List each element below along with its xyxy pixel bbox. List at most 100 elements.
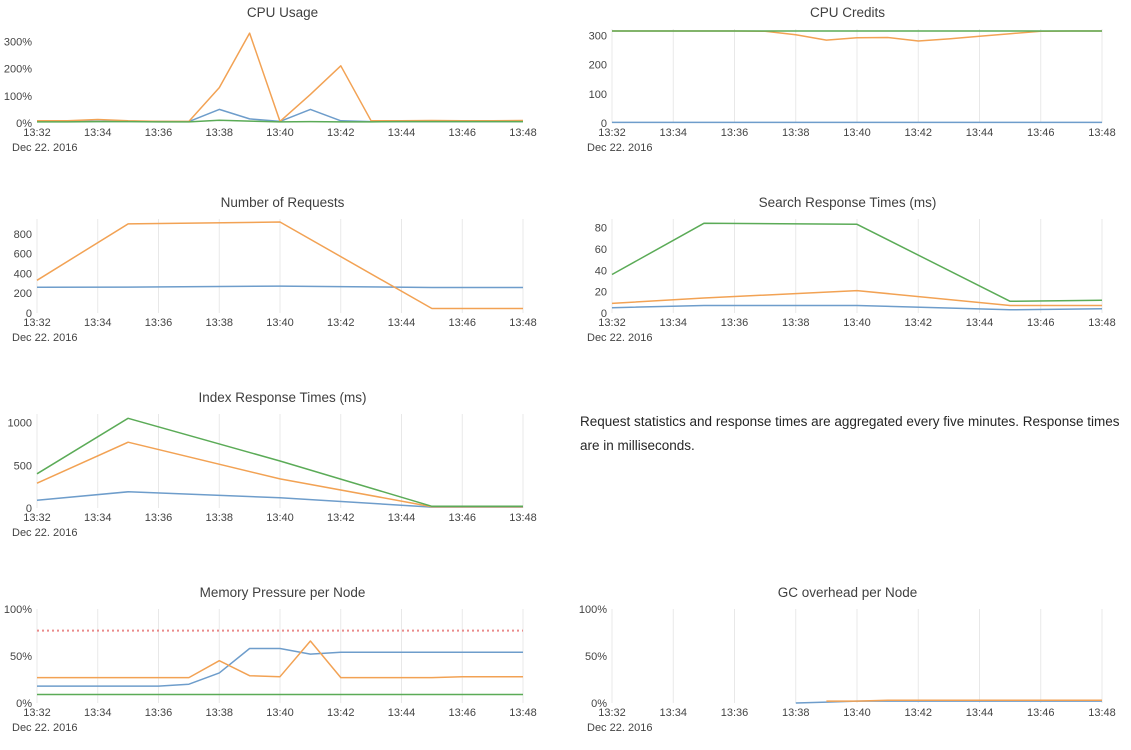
y-tick-label: 80 (595, 223, 607, 235)
x-tick-label: 13:40 (266, 317, 294, 329)
x-tick-label: 13:38 (205, 317, 233, 329)
y-tick-label: 40 (595, 265, 607, 277)
x-tick-label: 13:48 (509, 127, 537, 139)
x-tick-label: 13:36 (145, 707, 173, 719)
y-tick-label: 300 (589, 30, 607, 42)
chart-number-of-requests[interactable]: Number of Requests 0 200 400 600 800 13:32 13:… (0, 190, 565, 360)
chart-canvas[interactable]: 0 100 200 300 13:32 13:34 13:36 13:38 13:40 13:42… (565, 0, 1130, 170)
x-tick-label: 13:42 (904, 707, 932, 719)
x-tick-label: 13:32 (23, 317, 51, 329)
y-tick-label: 300% (4, 36, 32, 48)
x-tick-label: 13:32 (23, 512, 51, 524)
series-requests-blue (36, 285, 523, 289)
x-tick-label: 13:44 (388, 127, 416, 139)
chart-title: GC overhead per Node (777, 585, 918, 600)
x-tick-label: 13:46 (1027, 127, 1055, 139)
series-search-green (611, 222, 1103, 303)
x-axis-date-label: Dec 22. 2016 (12, 142, 77, 154)
y-tick-label: 100% (4, 91, 32, 103)
x-tick-label: 13:44 (388, 512, 416, 524)
x-tick-label: 13:32 (598, 707, 626, 719)
chart-title: Index Response Times (ms) (198, 390, 367, 405)
x-tick-label: 13:32 (23, 707, 51, 719)
chart-cpu-credits[interactable]: CPU Credits 0 100 200 300 13:32 13:34 13:36 13:… (565, 0, 1130, 170)
x-axis-date-label: Dec 22. 2016 (587, 142, 652, 154)
y-tick-label: 100% (579, 604, 607, 616)
x-tick-label: 13:36 (145, 127, 173, 139)
series-search-orange (611, 289, 1102, 307)
x-tick-label: 13:46 (1027, 317, 1055, 329)
x-tick-label: 13:34 (84, 707, 112, 719)
chart-title: CPU Credits (809, 5, 885, 20)
x-axis-date-label: Dec 22. 2016 (12, 722, 77, 734)
chart-memory-pressure[interactable]: Memory Pressure per Node 0% 50% 100% 13:32 1… (0, 580, 565, 750)
y-tick-label: 200 (14, 288, 32, 300)
y-tick-label: 50% (585, 651, 607, 663)
chart-title: Number of Requests (220, 195, 345, 210)
x-tick-label: 13:48 (509, 317, 537, 329)
y-tick-label: 100 (589, 89, 607, 101)
series-node-orange (826, 699, 1102, 702)
chart-canvas[interactable]: 0 500 1000 13:32 13:34 13:36 13:38 13:40 13:42 13… (0, 385, 565, 555)
series-instance-orange (37, 32, 524, 123)
y-tick-label: 0 (26, 503, 32, 515)
chart-index-response-times[interactable]: Index Response Times (ms) 0 500 1000 13:32 1… (0, 385, 565, 555)
x-tick-label: 13:36 (721, 707, 749, 719)
y-tick-label: 600 (14, 249, 32, 261)
chart-canvas[interactable]: 0 200 400 600 800 13:32 13:34 13:36 13:38 13:40 13… (0, 190, 565, 360)
x-tick-label: 13:42 (327, 127, 355, 139)
x-tick-label: 13:36 (145, 512, 173, 524)
series-node-orange (37, 640, 523, 679)
chart-gc-overhead[interactable]: GC overhead per Node 0% 50% 100% 13:32 13:34… (565, 580, 1130, 750)
x-tick-label: 13:46 (448, 317, 476, 329)
series-requests-orange (36, 221, 523, 310)
y-tick-label: 0% (16, 118, 32, 130)
x-tick-label: 13:38 (205, 512, 233, 524)
y-tick-label: 0% (16, 698, 32, 710)
chart-canvas[interactable]: 0% 100% 200% 300% 13:32 13:34 13:36 13:38 13:40 1… (0, 0, 565, 170)
x-tick-label: 13:44 (388, 317, 416, 329)
x-tick-label: 13:38 (782, 127, 810, 139)
x-tick-label: 13:44 (966, 127, 994, 139)
chart-canvas[interactable]: 0 20 40 60 80 13:32 13:34 13:36 13:38 13:40 13:42 1… (565, 190, 1130, 360)
x-tick-label: 13:46 (448, 707, 476, 719)
x-tick-label: 13:48 (1088, 127, 1116, 139)
chart-search-response-times[interactable]: Search Response Times (ms) 0 20 40 60 80 13:3… (565, 190, 1130, 360)
y-tick-label: 50% (10, 651, 32, 663)
chart-cpu-usage[interactable]: CPU Usage 0% 100% 200% 300% 13:32 13:34 13:36 1… (0, 0, 565, 170)
y-tick-label: 200 (589, 60, 607, 72)
x-tick-label: 13:44 (966, 707, 994, 719)
chart-title: Memory Pressure per Node (199, 585, 366, 600)
y-tick-label: 200% (4, 64, 32, 76)
chart-canvas[interactable]: 0% 50% 100% 13:32 13:34 13:36 13:38 13:40 13:42 1… (0, 580, 565, 750)
x-tick-label: 13:34 (84, 317, 112, 329)
x-tick-label: 13:44 (966, 317, 994, 329)
x-tick-label: 13:38 (782, 317, 810, 329)
x-axis-date-label: Dec 22. 2016 (12, 527, 77, 539)
x-tick-label: 13:36 (145, 317, 173, 329)
y-tick-label: 0 (26, 308, 32, 320)
series-node-blue (37, 647, 523, 687)
x-tick-label: 13:32 (598, 127, 626, 139)
x-tick-label: 13:42 (904, 317, 932, 329)
x-tick-label: 13:38 (205, 707, 233, 719)
y-tick-label: 0% (591, 698, 607, 710)
x-tick-label: 13:36 (721, 127, 749, 139)
x-tick-label: 13:48 (1088, 707, 1116, 719)
x-tick-label: 13:46 (448, 512, 476, 524)
x-tick-label: 13:46 (448, 127, 476, 139)
x-tick-label: 13:34 (659, 707, 687, 719)
x-tick-label: 13:40 (266, 707, 294, 719)
aggregation-note: Request statistics and response times ar… (580, 414, 1120, 453)
x-tick-label: 13:48 (1088, 317, 1116, 329)
chart-title: Search Response Times (ms) (758, 195, 937, 210)
x-axis-date-label: Dec 22. 2016 (12, 332, 77, 344)
x-axis-date-label: Dec 22. 2016 (587, 332, 652, 344)
chart-canvas[interactable]: 0% 50% 100% 13:32 13:34 13:36 13:38 13:40 13:42 1… (565, 580, 1130, 750)
x-axis-date-label: Dec 22. 2016 (587, 722, 652, 734)
y-tick-label: 20 (595, 287, 607, 299)
x-tick-label: 13:40 (266, 127, 294, 139)
series-index-green (36, 417, 523, 508)
x-tick-label: 13:34 (659, 127, 687, 139)
y-tick-label: 800 (14, 229, 32, 241)
